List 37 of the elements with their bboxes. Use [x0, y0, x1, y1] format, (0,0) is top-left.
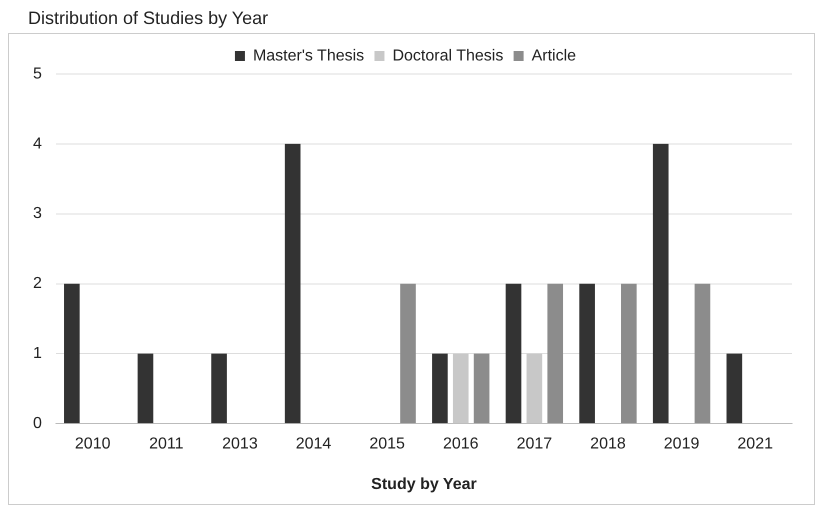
bar: [621, 284, 637, 424]
bar: [547, 284, 564, 424]
x-tick-label: 2019: [664, 436, 700, 453]
y-tick-label: 2: [32, 275, 42, 292]
y-tick-label: 4: [32, 135, 42, 152]
x-axis-title: Study by Year: [371, 476, 477, 493]
x-tick-label: 2016: [442, 436, 479, 453]
y-tick-label: 1: [32, 345, 42, 362]
bar: [474, 354, 490, 424]
x-tick-label: 2018: [590, 436, 626, 453]
x-tick-label: 2014: [296, 436, 332, 453]
bar: [652, 144, 669, 424]
x-tick-label: 2021: [737, 436, 774, 453]
chart-title: Distribution of Studies by Year: [28, 8, 270, 29]
bar: [64, 284, 80, 424]
x-tick-label: 2017: [516, 436, 552, 453]
x-tick-label: 2011: [149, 436, 184, 453]
bar: [138, 354, 154, 424]
y-tick-label: 0: [32, 415, 42, 432]
bar: [694, 284, 710, 424]
bar: [432, 354, 448, 424]
bar: [400, 284, 416, 424]
y-tick-label: 5: [32, 65, 42, 82]
bar: [211, 354, 227, 424]
bar: [579, 284, 595, 424]
x-tick-label: 2010: [74, 436, 111, 453]
x-tick-label: 2015: [369, 436, 406, 453]
bar: [726, 354, 742, 424]
bar: [526, 354, 542, 424]
bar: [506, 284, 522, 424]
y-tick-label: 3: [32, 205, 42, 222]
bar: [284, 144, 300, 424]
x-tick-label: 2013: [222, 436, 258, 453]
legend-label: Doctoral Thesis: [392, 47, 504, 64]
bar: [452, 354, 469, 424]
legend-label: Article: [532, 47, 576, 64]
legend-label: Master's Thesis: [252, 47, 364, 64]
